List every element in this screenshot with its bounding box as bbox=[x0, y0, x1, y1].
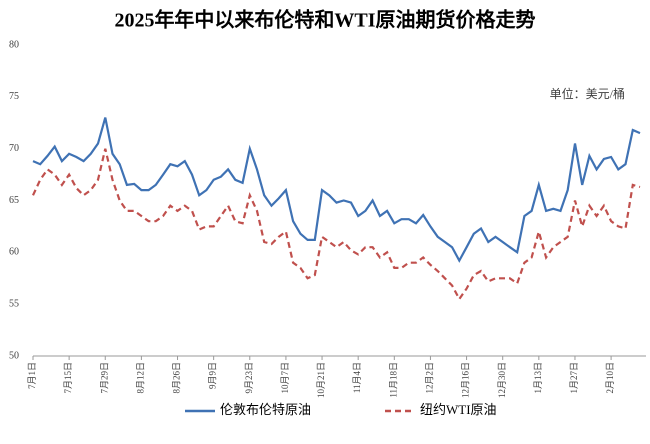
x-tick-label: 12月30日 bbox=[497, 362, 507, 398]
x-tick-label: 8月26日 bbox=[172, 362, 182, 394]
x-tick-label: 9月23日 bbox=[244, 362, 254, 394]
x-tick-label: 9月9日 bbox=[208, 362, 218, 389]
legend-label: 伦敦布伦特原油 bbox=[220, 402, 311, 417]
x-tick-label: 11月4日 bbox=[352, 362, 362, 393]
x-tick-label: 7月15日 bbox=[63, 362, 73, 394]
x-tick-label: 10月7日 bbox=[280, 362, 290, 394]
y-tick-label: 55 bbox=[9, 298, 19, 309]
y-tick-label: 75 bbox=[9, 91, 19, 102]
x-tick-label: 7月1日 bbox=[27, 362, 37, 389]
series-line bbox=[32, 117, 641, 263]
x-tick-label: 8月12日 bbox=[135, 362, 145, 394]
y-tick-label: 70 bbox=[9, 143, 19, 154]
x-tick-label: 12月2日 bbox=[425, 362, 435, 394]
y-tick-label: 65 bbox=[9, 195, 19, 206]
y-tick-label: 50 bbox=[9, 350, 19, 361]
chart-title: 2025年年中以来布伦特和WTI原油期货价格走势 bbox=[114, 8, 535, 32]
x-tick-label: 12月16日 bbox=[461, 362, 471, 398]
legend-label: 纽约WTI原油 bbox=[420, 402, 497, 417]
series-line bbox=[32, 148, 641, 302]
x-tick-label: 1月13日 bbox=[533, 362, 543, 394]
x-tick-label: 2月10日 bbox=[605, 362, 615, 394]
y-tick-label: 60 bbox=[9, 247, 19, 258]
y-tick-label: 80 bbox=[9, 39, 19, 50]
x-tick-label: 1月27日 bbox=[569, 362, 579, 394]
x-tick-label: 11月18日 bbox=[388, 362, 398, 398]
x-tick-label: 7月29日 bbox=[99, 362, 109, 394]
x-tick-label: 10月21日 bbox=[316, 362, 326, 398]
unit-annotation: 单位：美元/桶 bbox=[550, 86, 625, 101]
